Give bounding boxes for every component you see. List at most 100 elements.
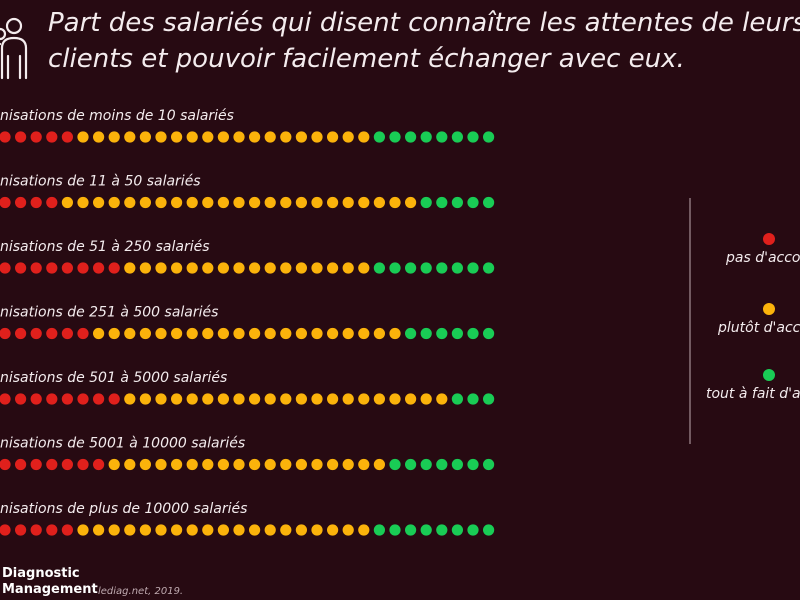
dot-series-2 (217, 393, 229, 405)
dot-series-2 (342, 131, 354, 143)
dot-series-3 (451, 131, 463, 143)
dot-series-2 (77, 196, 89, 209)
dot-series-1 (46, 393, 58, 405)
category-label: nisations de 501 à 5000 salariés (0, 370, 227, 386)
dot-series-1 (61, 327, 73, 340)
dot-series-1 (61, 393, 73, 405)
chart-title-line1: Part des salariés qui disent connaître l… (48, 8, 800, 38)
dot-series-3 (451, 524, 463, 536)
dot-series-2 (264, 393, 276, 405)
dot-series-2 (264, 327, 276, 340)
category-label: nisations de 5001 à 10000 salariés (0, 436, 245, 452)
dot-series-2 (108, 327, 120, 340)
dot-series-2 (249, 393, 261, 405)
dot-series-2 (124, 458, 136, 471)
dot-series-2 (139, 262, 151, 274)
dot-series-3 (389, 131, 401, 143)
dot-series-2 (295, 393, 307, 405)
dot-series-2 (311, 262, 323, 274)
dot-series-3 (389, 458, 401, 471)
dot-series-2 (280, 196, 292, 209)
dot-series-2 (139, 458, 151, 471)
category-label: nisations de moins de 10 salariés (0, 108, 234, 124)
dot-series-1 (30, 524, 42, 536)
dot-series-2 (77, 131, 89, 143)
dot-series-3 (436, 327, 448, 340)
dot-series-3 (483, 327, 495, 340)
dot-series-1 (61, 131, 73, 143)
dot-series-2 (358, 393, 370, 405)
dot-series-2 (373, 327, 385, 340)
dot-series-1 (61, 524, 73, 536)
dot-series-2 (186, 393, 198, 405)
dot-series-3 (436, 131, 448, 143)
dot-series-2 (295, 524, 307, 536)
brand-logo-line2: Management (2, 582, 98, 597)
dot-series-2 (233, 131, 245, 143)
dot-series-2 (327, 458, 339, 471)
dot-series-2 (420, 393, 432, 405)
dot-series-1 (15, 458, 27, 471)
dot-series-1 (0, 393, 11, 405)
dot-series-3 (451, 196, 463, 209)
dot-series-3 (405, 327, 417, 340)
dot-series-1 (77, 458, 89, 471)
dot-series-1 (46, 131, 58, 143)
dot-series-2 (233, 393, 245, 405)
dot-series-2 (358, 196, 370, 209)
dot-series-2 (249, 131, 261, 143)
dot-series-1 (30, 131, 42, 143)
dot-series-2 (249, 327, 261, 340)
dot-series-3 (420, 524, 432, 536)
dot-series-1 (0, 524, 11, 536)
dot-series-2 (327, 393, 339, 405)
dot-series-2 (358, 327, 370, 340)
dot-series-2 (139, 196, 151, 209)
dot-series-3 (389, 262, 401, 274)
dot-series-3 (436, 524, 448, 536)
category-label: nisations de plus de 10000 salariés (0, 501, 247, 517)
dot-series-2 (373, 393, 385, 405)
dot-series-2 (295, 131, 307, 143)
dot-series-2 (171, 458, 183, 471)
dot-series-2 (124, 393, 136, 405)
dot-series-3 (420, 131, 432, 143)
dot-series-2 (327, 262, 339, 274)
dot-series-1 (93, 458, 105, 471)
dot-series-2 (327, 131, 339, 143)
dot-series-2 (389, 196, 401, 209)
dot-series-2 (108, 131, 120, 143)
dot-series-2 (202, 262, 214, 274)
dot-series-1 (0, 458, 11, 471)
dot-series-2 (327, 327, 339, 340)
dot-series-3 (436, 458, 448, 471)
people-icon (0, 17, 28, 80)
dot-series-3 (451, 262, 463, 274)
dot-series-2 (264, 262, 276, 274)
legend-label-2: plutôt d'acc (717, 320, 800, 336)
dot-series-2 (327, 196, 339, 209)
dot-series-2 (108, 458, 120, 471)
dot-series-3 (467, 262, 479, 274)
dot-series-2 (280, 524, 292, 536)
dot-series-2 (436, 393, 448, 405)
dot-series-2 (93, 196, 105, 209)
dot-series-2 (358, 458, 370, 471)
dot-series-2 (186, 262, 198, 274)
dot-series-2 (233, 262, 245, 274)
dot-series-2 (295, 458, 307, 471)
dot-series-2 (186, 131, 198, 143)
dot-series-1 (0, 327, 11, 340)
dot-series-2 (61, 196, 73, 209)
dot-series-2 (139, 327, 151, 340)
brand-logo-line1: Diagnostic (2, 566, 80, 581)
dot-series-2 (311, 131, 323, 143)
dot-series-2 (342, 458, 354, 471)
source-note: lediag.net, 2019. (98, 586, 184, 597)
dot-series-3 (420, 262, 432, 274)
dot-series-3 (467, 524, 479, 536)
dot-series-2 (342, 262, 354, 274)
dot-series-2 (155, 196, 167, 209)
dot-series-3 (483, 196, 495, 209)
